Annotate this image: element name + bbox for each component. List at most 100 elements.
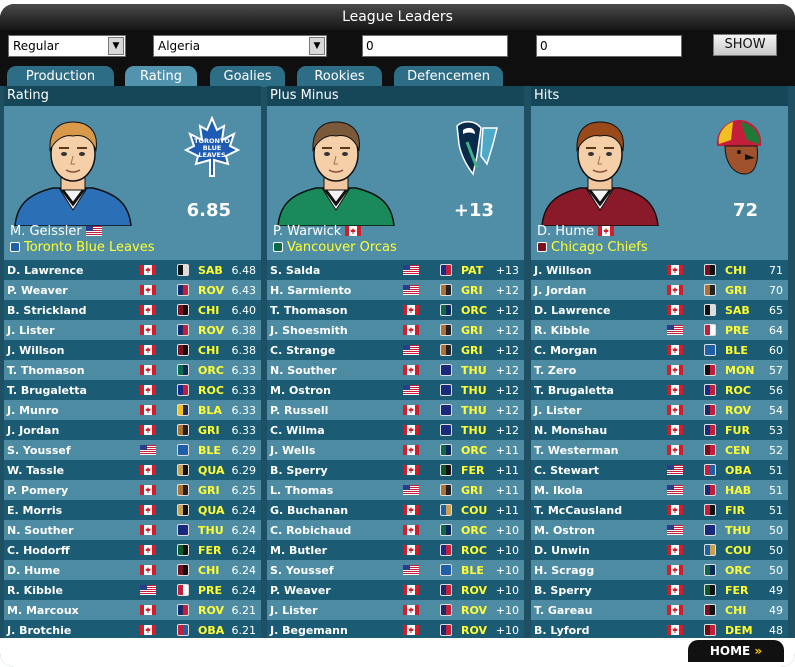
team-abbr[interactable]: ROV	[461, 584, 488, 597]
player-name[interactable]: D. Lawrence	[534, 304, 611, 317]
team-abbr[interactable]: FER	[725, 584, 749, 597]
player-name[interactable]: J. Brotchie	[7, 624, 72, 637]
player-name[interactable]: N. Souther	[7, 524, 74, 537]
team-abbr[interactable]: GRI	[198, 424, 220, 437]
leader-card[interactable]: 72 D. Hume Chicago Chiefs	[531, 106, 788, 260]
table-row[interactable]: J. Brotchie OBA 6.21	[4, 620, 261, 640]
team-abbr[interactable]: BLE	[725, 344, 748, 357]
player-name[interactable]: J. Lister	[270, 604, 318, 617]
team-abbr[interactable]: GRI	[725, 284, 747, 297]
player-name[interactable]: T. Brugaletta	[7, 384, 87, 397]
team-abbr[interactable]: OBA	[198, 624, 225, 637]
team-abbr[interactable]: ORC	[461, 444, 487, 457]
team-abbr[interactable]: THU	[461, 424, 487, 437]
table-row[interactable]: B. Sperry FER 49	[531, 580, 788, 600]
player-name[interactable]: M. Ostron	[270, 384, 331, 397]
table-row[interactable]: N. Souther THU +12	[267, 360, 524, 380]
team-abbr[interactable]: CHI	[725, 264, 747, 277]
player-name[interactable]: J. Wells	[270, 444, 316, 457]
table-row[interactable]: T. Brugaletta ROC 56	[531, 380, 788, 400]
team-abbr[interactable]: ROV	[725, 404, 752, 417]
player-name[interactable]: T. McCausland	[534, 504, 623, 517]
player-name[interactable]: D. Lawrence	[7, 264, 84, 277]
team-abbr[interactable]: THU	[198, 524, 224, 537]
table-row[interactable]: B. Lyford DEM 48	[531, 620, 788, 640]
table-row[interactable]: J. Jordan GRI 70	[531, 280, 788, 300]
table-row[interactable]: H. Sarmiento GRI +12	[267, 280, 524, 300]
player-name[interactable]: H. Sarmiento	[270, 284, 352, 297]
table-row[interactable]: D. Lawrence SAB 65	[531, 300, 788, 320]
table-row[interactable]: T. Westerman CEN 52	[531, 440, 788, 460]
tab-rating[interactable]: Rating	[125, 66, 197, 87]
player-name[interactable]: E. Morris	[7, 504, 63, 517]
table-row[interactable]: D. Lawrence SAB 6.48	[4, 260, 261, 280]
table-row[interactable]: C. Robichaud ORC +10	[267, 520, 524, 540]
leader-name[interactable]: P. Warwick	[273, 224, 362, 240]
table-row[interactable]: C. Strange GRI +12	[267, 340, 524, 360]
team-abbr[interactable]: ROV	[198, 604, 225, 617]
table-row[interactable]: J. Lister ROV +10	[267, 600, 524, 620]
leader-team[interactable]: Toronto Blue Leaves	[10, 240, 154, 255]
player-name[interactable]: T. Thomason	[7, 364, 85, 377]
player-name[interactable]: R. Kibble	[7, 584, 63, 597]
team-abbr[interactable]: FER	[198, 544, 222, 557]
table-row[interactable]: G. Buchanan COU +11	[267, 500, 524, 520]
player-name[interactable]: S. Youssef	[7, 444, 71, 457]
table-row[interactable]: P. Weaver ROV 6.43	[4, 280, 261, 300]
player-name[interactable]: J. Munro	[7, 404, 59, 417]
table-row[interactable]: B. Sperry FER +11	[267, 460, 524, 480]
player-name[interactable]: T. Westerman	[534, 444, 619, 457]
season-select[interactable]: Regular ▼	[8, 35, 126, 57]
team-abbr[interactable]: GRI	[461, 284, 483, 297]
team-abbr[interactable]: ROV	[198, 284, 225, 297]
team-abbr[interactable]: GRI	[461, 344, 483, 357]
player-name[interactable]: T. Zero	[534, 364, 577, 377]
team-abbr[interactable]: ROV	[198, 324, 225, 337]
table-row[interactable]: J. Willson CHI 6.38	[4, 340, 261, 360]
team-abbr[interactable]: CHI	[198, 344, 220, 357]
team-abbr[interactable]: MON	[725, 364, 755, 377]
team-abbr[interactable]: QUA	[198, 504, 225, 517]
player-name[interactable]: J. Jordan	[534, 284, 587, 297]
team-abbr[interactable]: THU	[461, 384, 487, 397]
team-abbr[interactable]: ORC	[198, 364, 224, 377]
team-abbr[interactable]: THU	[461, 404, 487, 417]
table-row[interactable]: W. Tassle QUA 6.29	[4, 460, 261, 480]
table-row[interactable]: T. Zero MON 57	[531, 360, 788, 380]
table-row[interactable]: C. Hodorff FER 6.24	[4, 540, 261, 560]
team-abbr[interactable]: HAB	[725, 484, 752, 497]
leader-team[interactable]: Chicago Chiefs	[537, 240, 648, 255]
table-row[interactable]: R. Kibble PRE 64	[531, 320, 788, 340]
team-abbr[interactable]: DEM	[725, 624, 753, 637]
player-name[interactable]: T. Thomason	[270, 304, 348, 317]
leader-team[interactable]: Vancouver Orcas	[273, 240, 397, 255]
table-row[interactable]: M. Marcoux ROV 6.21	[4, 600, 261, 620]
leader-card[interactable]: TORONTO BLUE LEAVES 6.85 M. Geissler Toronto…	[4, 106, 261, 260]
min-value-input[interactable]: 0	[362, 35, 508, 57]
team-abbr[interactable]: GRI	[461, 484, 483, 497]
player-name[interactable]: T. Brugaletta	[534, 384, 614, 397]
table-row[interactable]: T. Gareau CHI 49	[531, 600, 788, 620]
table-row[interactable]: M. Ostron THU 50	[531, 520, 788, 540]
table-row[interactable]: H. Scragg ORC 50	[531, 560, 788, 580]
country-select[interactable]: Algeria ▼	[153, 35, 327, 57]
team-abbr[interactable]: FER	[461, 464, 485, 477]
table-row[interactable]: S. Youssef BLE +10	[267, 560, 524, 580]
player-name[interactable]: P. Pomery	[7, 484, 69, 497]
player-name[interactable]: J. Willson	[534, 264, 592, 277]
player-name[interactable]: J. Begemann	[270, 624, 348, 637]
player-name[interactable]: S. Youssef	[270, 564, 334, 577]
team-abbr[interactable]: ROC	[198, 384, 224, 397]
player-name[interactable]: J. Jordan	[7, 424, 60, 437]
team-abbr[interactable]: COU	[725, 544, 752, 557]
player-name[interactable]: W. Tassle	[7, 464, 65, 477]
player-name[interactable]: J. Shoesmith	[270, 324, 348, 337]
player-name[interactable]: B. Sperry	[534, 584, 592, 597]
player-name[interactable]: B. Sperry	[270, 464, 328, 477]
leader-name[interactable]: D. Hume	[537, 224, 615, 240]
table-row[interactable]: T. Brugaletta ROC 6.33	[4, 380, 261, 400]
tab-production[interactable]: Production	[7, 66, 114, 87]
player-name[interactable]: N. Monshau	[534, 424, 608, 437]
team-abbr[interactable]: ROV	[461, 604, 488, 617]
table-row[interactable]: J. Willson CHI 71	[531, 260, 788, 280]
